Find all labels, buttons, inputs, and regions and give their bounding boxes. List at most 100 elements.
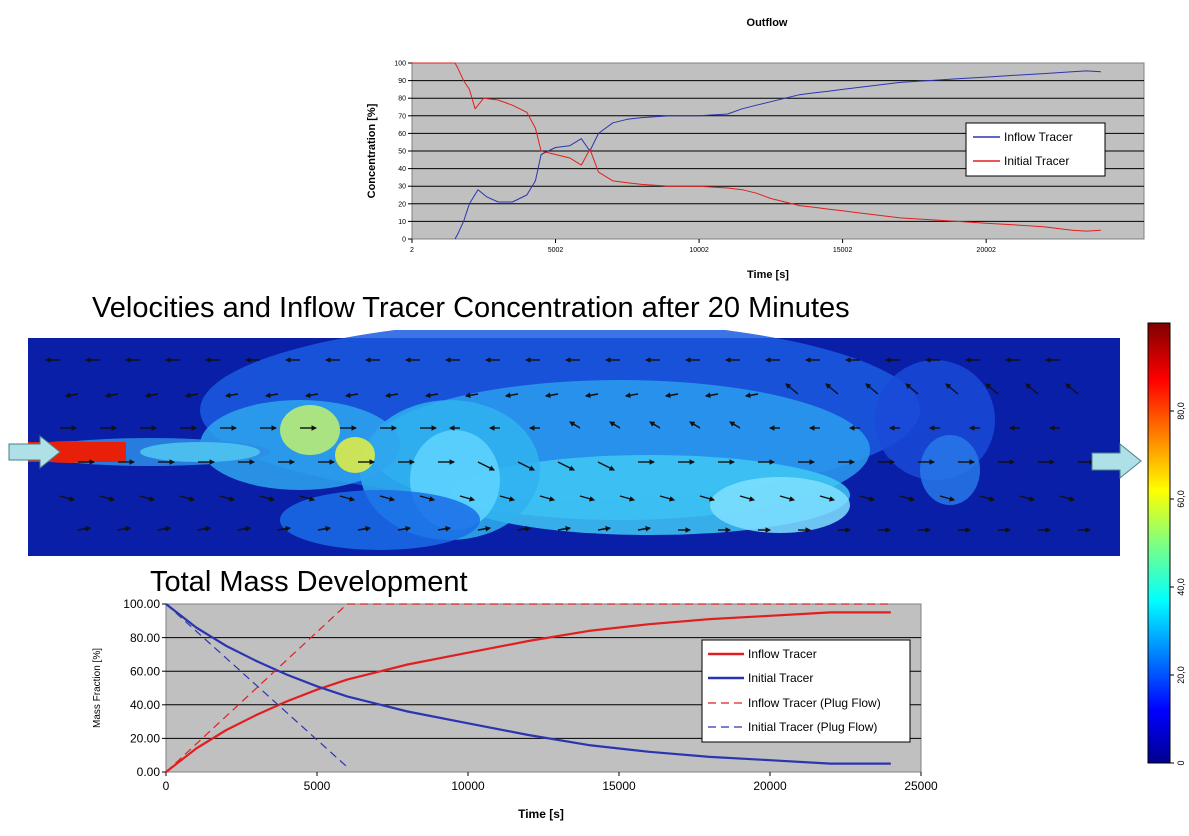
velocity-arrow	[557, 461, 576, 471]
series-line-0	[454, 70, 1101, 240]
y-tick-label: 20	[398, 201, 406, 208]
velocity-arrow	[819, 495, 836, 502]
heatmap-title: Velocities and Inflow Tracer Concentrati…	[92, 292, 850, 324]
legend-label-mass-initial: Initial Tracer	[748, 671, 813, 685]
velocity-arrow	[379, 495, 396, 502]
y-tick-label: 100.00	[123, 597, 160, 611]
velocity-arrow	[77, 525, 92, 532]
concentration-region-3	[710, 477, 850, 533]
velocity-arrow	[1065, 383, 1079, 395]
velocity-arrow	[985, 383, 999, 395]
legend-label-mass-inflow: Inflow Tracer	[748, 647, 817, 661]
outflow-ylabel: Concentration [%]	[366, 103, 378, 198]
velocity-arrow	[237, 525, 252, 532]
velocity-arrow	[649, 421, 661, 429]
velocity-arrow	[1059, 495, 1076, 502]
velocity-arrow	[219, 495, 236, 502]
velocity-arrow	[569, 421, 581, 429]
velocity-arrow	[477, 525, 492, 532]
series-line-1	[412, 62, 1101, 232]
velocity-arrow	[579, 495, 596, 502]
legend-label-inflow-tracer: Inflow Tracer	[1004, 130, 1073, 144]
velocity-arrow	[397, 525, 412, 532]
mass-title: Total Mass Development	[150, 566, 468, 598]
velocity-arrow	[539, 495, 556, 502]
mass-chart: 0.00 20.00 40.00 60.00 80.00 100.00 0 5000 1000…	[92, 597, 938, 821]
y-tick-label: 20.00	[130, 732, 160, 746]
velocity-arrow	[197, 525, 212, 532]
velocity-arrow	[905, 383, 919, 395]
y-tick-label: 90	[398, 78, 406, 85]
velocity-arrow	[899, 495, 916, 502]
velocity-arrow	[384, 392, 399, 399]
velocity-arrow	[739, 495, 756, 502]
velocity-arrow	[1019, 495, 1036, 502]
x-tick-label: 15000	[602, 779, 636, 793]
x-tick-label: 2	[410, 247, 414, 254]
velocity-concentration-heatmap	[8, 330, 1142, 556]
y-tick-label: 80.00	[130, 631, 160, 645]
velocity-arrow	[64, 392, 79, 399]
x-tick-label: 0	[163, 779, 170, 793]
velocity-arrow	[299, 495, 316, 502]
y-tick-label: 50	[398, 148, 406, 155]
velocity-arrow	[419, 495, 436, 502]
velocity-arrow	[184, 392, 199, 399]
velocity-arrow	[584, 392, 599, 399]
series-line-0	[165, 611, 891, 773]
velocity-arrow	[609, 421, 621, 429]
concentration-region-8	[280, 405, 340, 455]
velocity-arrow	[704, 392, 719, 399]
velocity-arrow	[339, 495, 356, 502]
y-tick-label: 40	[398, 166, 406, 173]
colorbar-tick-label: 20,0	[1176, 666, 1186, 684]
y-tick-label: 70	[398, 113, 406, 120]
velocity-arrow	[179, 495, 196, 502]
mass-legend: Inflow Tracer Initial Tracer Inflow Trac…	[701, 639, 911, 743]
velocity-arrow	[619, 495, 636, 502]
concentration-region-6	[280, 490, 480, 550]
velocity-arrow	[144, 392, 159, 399]
y-tick-label: 0	[402, 236, 406, 243]
velocity-arrow	[277, 525, 292, 532]
x-tick-label: 10002	[689, 247, 709, 254]
velocity-arrow	[729, 421, 741, 429]
velocity-arrow	[664, 392, 679, 399]
velocity-vectors	[44, 357, 1096, 533]
mass-xlabel: Time [s]	[518, 807, 564, 821]
velocity-arrow	[59, 495, 76, 502]
velocity-arrow	[744, 392, 759, 399]
velocity-arrow	[557, 525, 572, 532]
series-line-2	[165, 603, 891, 773]
y-tick-label: 0.00	[137, 765, 161, 779]
velocity-arrow	[104, 392, 119, 399]
x-tick-label: 5000	[304, 779, 331, 793]
colorbar-tick-label: 80,0	[1176, 402, 1186, 420]
legend-label-initial-tracer: Initial Tracer	[1004, 154, 1069, 168]
velocity-arrow	[477, 461, 496, 471]
y-tick-label: 10	[398, 219, 406, 226]
outflow-xlabel: Time [s]	[747, 269, 789, 281]
velocity-arrow	[597, 525, 612, 532]
velocity-arrow	[344, 392, 359, 399]
series-line-3	[165, 603, 348, 768]
y-tick-label: 40.00	[130, 698, 160, 712]
velocity-arrow	[504, 392, 519, 399]
concentration-region-15	[920, 435, 980, 505]
colorbar-tick-label: 0	[1176, 760, 1186, 765]
velocity-arrow	[689, 421, 701, 429]
x-tick-label: 20002	[976, 247, 996, 254]
velocity-arrow	[424, 392, 439, 399]
legend-label-mass-initial-plug: Initial Tracer (Plug Flow)	[748, 720, 877, 734]
legend-label-mass-inflow-plug: Inflow Tracer (Plug Flow)	[748, 696, 881, 710]
mass-ylabel: Mass Fraction [%]	[92, 648, 103, 728]
velocity-arrow	[464, 392, 479, 399]
colorbar-tick-label: 40,0	[1176, 578, 1186, 596]
inflow-arrow-icon	[8, 434, 61, 470]
velocity-arrow	[157, 525, 172, 532]
velocity-arrow	[259, 495, 276, 502]
velocity-arrow	[945, 383, 959, 395]
velocity-arrow	[224, 392, 239, 399]
series-line-1	[165, 603, 891, 765]
velocity-arrow	[659, 495, 676, 502]
